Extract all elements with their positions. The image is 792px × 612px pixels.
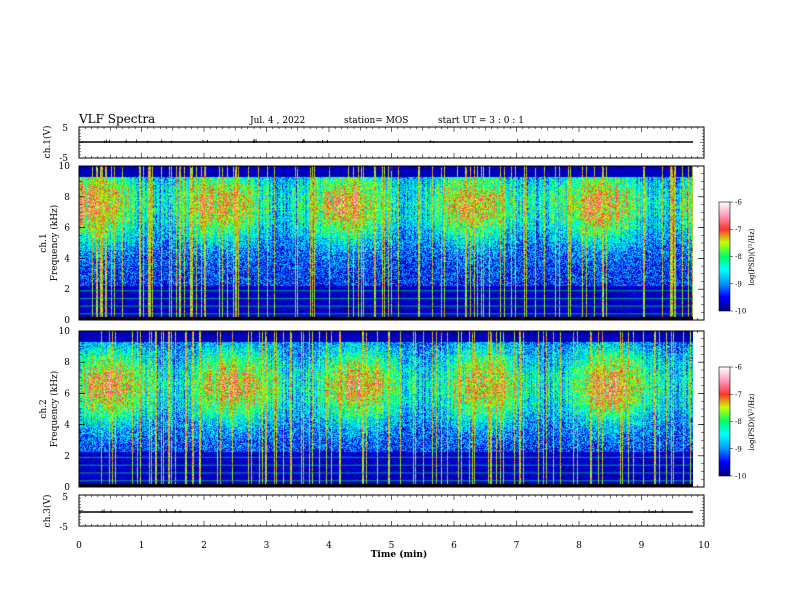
x-tick-label: 8 — [576, 541, 582, 551]
x-tick-label: 1 — [139, 541, 145, 551]
colorbar-tick-label: -8 — [735, 418, 742, 426]
ch1-spectrogram-panel: 0 2 4 6 8 10 ch.1 Frequency (kHz) — [39, 162, 705, 326]
colorbar-tick-label: -9 — [735, 445, 742, 453]
ch1-colorbar-label: log(PSD)(V²/Hz) — [748, 228, 756, 285]
y-tick-label: 0 — [64, 483, 70, 493]
y-tick-label: 4 — [64, 421, 70, 431]
y-tick-label: 0 — [64, 316, 70, 326]
date-label: Jul. 4 , 2022 — [249, 116, 305, 126]
ch1-spectrogram-ylabel-channel: ch.1 — [39, 233, 49, 252]
y-tick-label: 2 — [64, 285, 70, 295]
y-tick-label: 2 — [64, 452, 70, 462]
x-tick-label: 7 — [514, 541, 520, 551]
ch2-spectrogram-ylabel-channel: ch.2 — [39, 399, 49, 418]
colorbar-tick-label: -9 — [735, 280, 742, 288]
x-axis-title: Time (min) — [371, 549, 428, 560]
figure-title: VLF Spectra — [78, 112, 155, 126]
y-tick-label: 8 — [64, 193, 70, 203]
y-tick-label: 6 — [64, 389, 70, 399]
x-tick-label: 10 — [698, 541, 710, 551]
ch1-voltage-panel: 5 -5 ch.1(V) — [42, 124, 705, 164]
ch1-spectrogram-ylabel-frequency: Frequency (kHz) — [49, 205, 60, 282]
colorbar-tick-label: -7 — [735, 226, 742, 234]
colorbar-tick-label: -10 — [735, 308, 746, 316]
ch1-spectrogram-image — [79, 166, 693, 320]
x-tick-label: 2 — [201, 541, 207, 551]
y-tick-label: 4 — [64, 254, 70, 264]
x-tick-label: 5 — [389, 541, 395, 551]
x-tick-label: 9 — [639, 541, 645, 551]
ch2-colorbar-gradient — [719, 367, 730, 476]
x-tick-label: 6 — [451, 541, 457, 551]
colorbar-tick-label: -10 — [735, 473, 746, 481]
ch2-colorbar: -6 -7 -8 -9 -10 log(PSD)(V²/Hz) — [718, 364, 756, 481]
y-tick-label: 10 — [59, 327, 71, 337]
ch1-colorbar-gradient — [719, 202, 730, 311]
ch3-voltage-panel: 5 -5 ch.3(V) — [42, 493, 705, 533]
colorbar-tick-label: -6 — [735, 364, 742, 372]
x-tick-label: 0 — [76, 541, 82, 551]
ch1-ytick-top: 5 — [62, 124, 68, 134]
ch1-ytick-bottom: -5 — [59, 154, 68, 164]
y-tick-label: 6 — [64, 224, 70, 234]
x-tick-label: 4 — [326, 541, 332, 551]
colorbar-tick-label: -6 — [735, 199, 742, 207]
colorbar-tick-label: -8 — [735, 253, 742, 261]
y-tick-label: 10 — [59, 162, 71, 172]
y-tick-label: 8 — [64, 358, 70, 368]
station-label: station= MOS — [344, 116, 408, 126]
x-tick-label: 3 — [264, 541, 270, 551]
start-time-label: start UT = 3 : 0 : 1 — [438, 116, 524, 126]
ch2-spectrogram-ylabel-frequency: Frequency (kHz) — [49, 371, 60, 448]
ch2-colorbar-label: log(PSD)(V²/Hz) — [748, 393, 756, 450]
ch1-colorbar: -6 -7 -8 -9 -10 log(PSD)(V²/Hz) — [718, 199, 756, 316]
ch2-spectrogram-image — [79, 331, 693, 487]
ch1-voltage-ylabel: ch.1(V) — [42, 126, 53, 159]
ch3-voltage-ylabel: ch.3(V) — [42, 495, 53, 528]
ch3-ytick-top: 5 — [62, 493, 68, 503]
colorbar-tick-label: -7 — [735, 391, 742, 399]
ch3-ytick-bottom: -5 — [59, 523, 68, 533]
ch2-spectrogram-panel: 0 2 4 6 8 10 ch.2 Frequency (kHz) — [39, 327, 705, 493]
